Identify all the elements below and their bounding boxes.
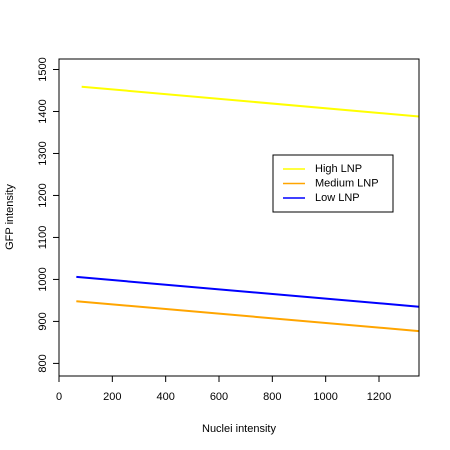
x-tick-label: 200 bbox=[103, 391, 121, 403]
y-tick-label: 900 bbox=[37, 312, 49, 330]
x-tick-label: 400 bbox=[156, 391, 174, 403]
legend: High LNP Medium LNP Low LNP bbox=[272, 154, 394, 213]
x-tick-label: 600 bbox=[210, 391, 228, 403]
y-axis: 800 900 1000 1100 1200 1300 1400 1500 bbox=[37, 57, 60, 373]
x-axis-title: Nuclei intensity bbox=[202, 423, 276, 435]
legend-label: Low LNP bbox=[315, 192, 360, 204]
series-line-high-lnp bbox=[81, 85, 420, 118]
y-tick-label: 800 bbox=[37, 354, 49, 372]
x-tick-label: 800 bbox=[263, 391, 281, 403]
y-axis-title: GFP intensity bbox=[4, 184, 16, 250]
y-tick-label: 1300 bbox=[37, 141, 49, 165]
legend-label: Medium LNP bbox=[315, 178, 379, 190]
y-tick-label: 1100 bbox=[37, 226, 49, 250]
series-layer bbox=[76, 85, 420, 333]
y-tick-label: 1000 bbox=[37, 267, 49, 291]
x-tick-label: 1000 bbox=[313, 391, 337, 403]
series-line-low-lnp bbox=[76, 275, 420, 308]
y-tick-label: 1200 bbox=[37, 183, 49, 207]
x-tick-label: 0 bbox=[56, 391, 62, 403]
x-tick-label: 1200 bbox=[367, 391, 391, 403]
legend-label: High LNP bbox=[315, 163, 362, 175]
y-tick-label: 1500 bbox=[37, 57, 49, 81]
x-axis: 0 200 400 600 800 1000 1200 bbox=[56, 375, 391, 403]
y-tick-label: 1400 bbox=[37, 99, 49, 123]
series-line-medium-lnp bbox=[76, 300, 420, 333]
